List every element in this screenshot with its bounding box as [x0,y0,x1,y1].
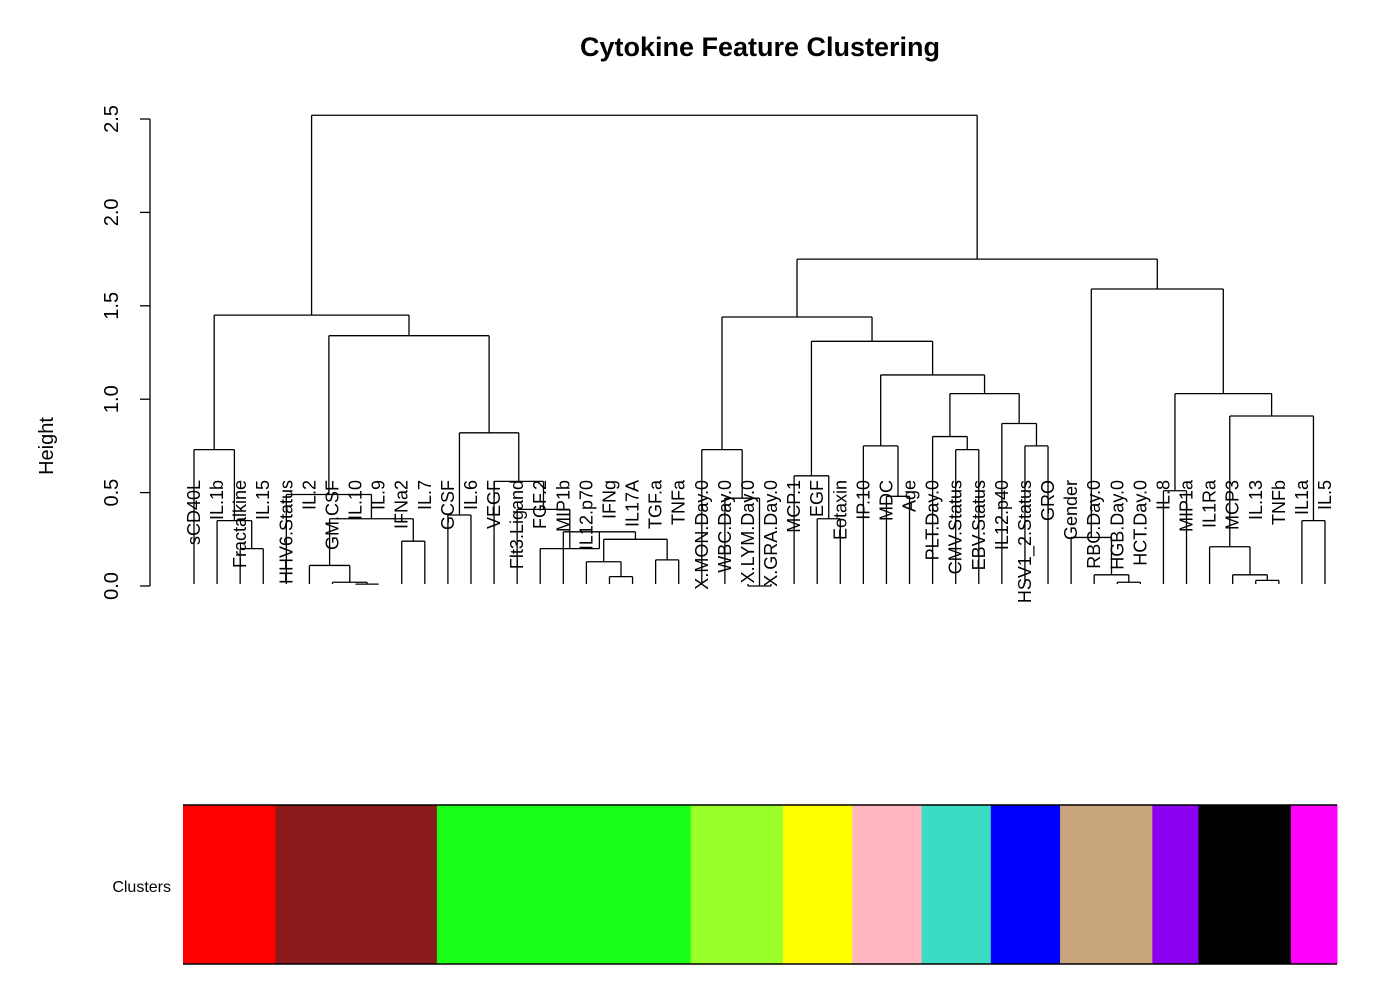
y-tick-label: 1.0 [101,385,123,413]
cluster-segment [1290,805,1338,964]
leaf-label: IL.7 [415,480,435,510]
leaf-label: IL12.p40 [992,480,1012,550]
leaf-label: sCD40L [184,480,204,545]
leaf-label: IFNa2 [392,480,412,529]
cluster-segment [990,805,1061,964]
leaf-labels: sCD40L IL.1b Fractalkine IL.15 HHV6.Status IL… [184,479,1335,603]
y-tick-label: 1.5 [101,292,123,320]
leaf-label: TGF.a [646,479,666,529]
leaf-label: IL.5 [1315,480,1335,510]
cluster-bar-label: Clusters [112,879,171,896]
cluster-segment [1152,805,1200,964]
cluster-segment [183,805,276,964]
leaf-label: EBV.Status [969,480,989,570]
leaf-label: X.GRA.Day.0 [761,480,781,587]
cluster-segment [852,805,923,964]
cluster-segment [1198,805,1292,964]
dendrogram-tree [193,114,1326,587]
leaf-label: IL17A [623,480,643,527]
cluster-segment [275,805,438,964]
y-axis-title: Height [36,417,58,475]
y-tick-label: 2.0 [101,198,123,226]
leaf-label: IL12.p70 [576,480,596,550]
leaf-label: Flt3.Ligand [507,480,527,569]
leaf-label: EGF [807,480,827,517]
cluster-segment [783,805,853,964]
leaf-label: Fractalkine [230,480,250,568]
leaf-label: HSV1_2.Status [1015,480,1036,603]
leaf-label: IL.6 [461,480,481,510]
leaf-label: CMV.Status [946,480,966,574]
leaf-label: WBC.Day.0 [715,480,735,573]
cluster-segment [1060,805,1153,964]
leaf-label: X.MON.Day.0 [692,480,712,590]
leaf-label: TNFb [1269,480,1289,525]
cluster-segment [436,805,692,964]
leaf-label: MDC [876,480,896,521]
leaf-label: VEGF [484,480,504,529]
leaf-label: MCP.1 [784,480,804,533]
leaf-label: GM.CSF [322,480,342,550]
leaf-label: HHV6.Status [276,480,296,584]
leaf-label: IL.9 [369,480,389,510]
leaf-label: Eotaxin [830,480,850,540]
leaf-label: MCP3 [1223,480,1243,530]
leaf-label: IP.10 [853,480,873,520]
y-axis: 0.0 0.5 1.0 1.5 2.0 2.5 [101,105,151,600]
cluster-segment [690,805,784,964]
leaf-label: GCSF [438,480,458,530]
leaf-label: IFNg [599,480,619,519]
leaf-label: IL.10 [346,480,366,520]
cluster-segment [921,805,992,964]
leaf-label: PLT.Day.0 [923,480,943,560]
leaf-label: IL.2 [299,480,319,510]
cluster-color-bar [183,804,1338,965]
y-tick-label: 0.0 [101,572,123,600]
leaf-label: IL.1b [207,480,227,520]
leaf-label: Gender [1061,480,1081,540]
leaf-label: MIP1b [553,480,573,532]
leaf-label: MIP1a [1177,479,1197,532]
y-tick-label: 2.5 [101,105,123,133]
leaf-label: HCT.Day.0 [1130,480,1150,566]
leaf-label: HGB.Day.0 [1107,480,1127,570]
leaf-label: X.LYM.Day.0 [738,480,758,583]
leaf-label: IL1Ra [1200,479,1220,528]
leaf-label: IL.15 [253,480,273,520]
leaf-label: Age [900,480,920,512]
leaf-label: FGF.2 [530,480,550,529]
chart-title: Cytokine Feature Clustering [580,32,940,62]
leaf-label: TNFa [669,479,689,525]
leaf-label: IL.13 [1246,480,1266,520]
y-tick-label: 0.5 [101,479,123,507]
leaf-label: RBC.Day.0 [1084,480,1104,569]
leaf-label: IL.8 [1153,480,1173,510]
leaf-label: GRO [1038,480,1058,521]
leaf-label: IL1a [1292,479,1312,515]
